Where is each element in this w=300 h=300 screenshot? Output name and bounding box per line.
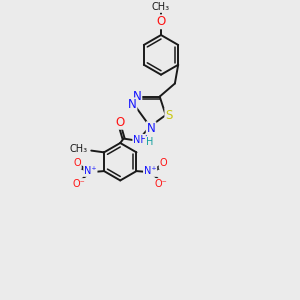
Text: CH₃: CH₃	[152, 2, 170, 12]
Text: O: O	[156, 15, 166, 28]
Text: O: O	[160, 158, 167, 168]
Text: N: N	[133, 90, 141, 103]
Text: O: O	[73, 158, 81, 168]
Text: S: S	[165, 109, 173, 122]
Text: N: N	[147, 122, 155, 135]
Text: O⁻: O⁻	[155, 179, 167, 189]
Text: N: N	[128, 98, 136, 111]
Text: O: O	[115, 116, 124, 129]
Text: N⁺: N⁺	[84, 166, 97, 176]
Text: N⁺: N⁺	[144, 166, 156, 176]
Text: H: H	[146, 137, 153, 147]
Text: NH: NH	[133, 135, 148, 145]
Text: O⁻: O⁻	[73, 179, 86, 189]
Text: CH₃: CH₃	[70, 145, 88, 154]
